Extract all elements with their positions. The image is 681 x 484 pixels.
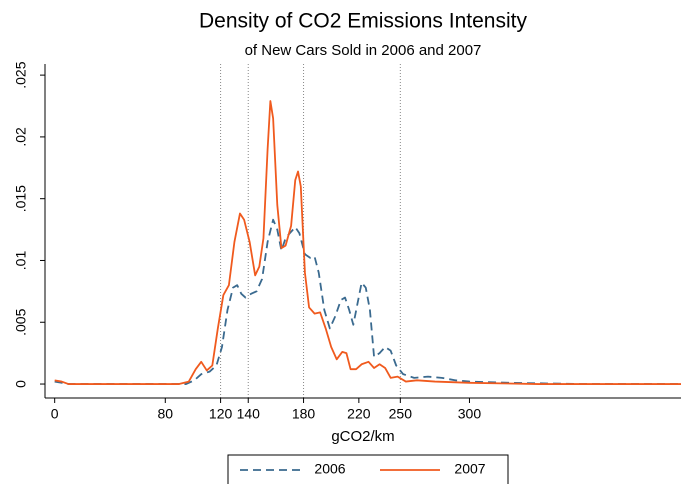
x-tick-label: 140 xyxy=(237,406,261,422)
x-tick-label: 180 xyxy=(292,406,316,422)
y-tick-label: 0 xyxy=(13,380,29,388)
x-axis-label: gCO2/km xyxy=(331,428,394,445)
x-tick-label: 250 xyxy=(389,406,413,422)
chart-title: Density of CO2 Emissions Intensity xyxy=(199,10,527,33)
x-tick-label: 80 xyxy=(157,406,173,422)
x-tick-label: 300 xyxy=(458,406,482,422)
chart-subtitle: of New Cars Sold in 2006 and 2007 xyxy=(245,42,482,59)
legend-box xyxy=(227,454,509,484)
x-tick-label: 220 xyxy=(347,406,371,422)
y-tick-label: .02 xyxy=(13,127,29,147)
y-tick-label: .01 xyxy=(13,251,29,271)
legend-label: 2006 xyxy=(314,461,345,477)
x-tick-label: 0 xyxy=(51,406,59,422)
y-tick-label: .015 xyxy=(13,185,29,212)
series-line xyxy=(54,218,681,385)
series-line xyxy=(54,100,681,385)
y-tick-label: .025 xyxy=(13,61,29,88)
legend-label: 2007 xyxy=(454,461,485,477)
y-tick-label: .005 xyxy=(13,308,29,335)
x-tick-label: 120 xyxy=(209,406,233,422)
